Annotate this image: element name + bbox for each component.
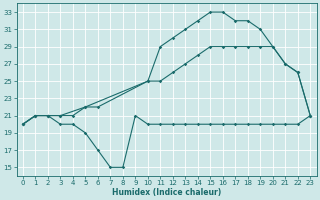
X-axis label: Humidex (Indice chaleur): Humidex (Indice chaleur): [112, 188, 221, 197]
